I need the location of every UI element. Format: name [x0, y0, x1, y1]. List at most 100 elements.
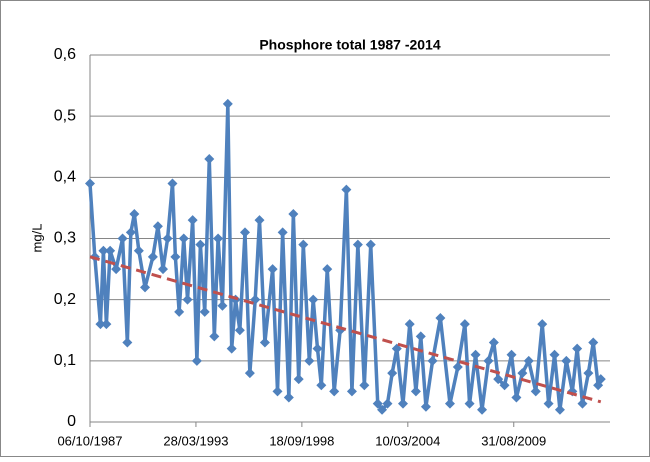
marker [561, 355, 572, 366]
x-tick-label: 10/03/2004 [375, 433, 440, 448]
marker [152, 221, 163, 232]
marker [308, 294, 319, 305]
y-tick-label: 0,2 [54, 291, 76, 308]
marker [387, 368, 398, 379]
marker [427, 355, 438, 366]
y-tick-label: 0,1 [54, 352, 76, 369]
marker [174, 306, 185, 317]
marker [464, 398, 475, 409]
marker [277, 227, 288, 238]
marker [178, 233, 189, 244]
marker [204, 153, 215, 164]
marker [170, 251, 181, 262]
x-tick-label: 06/10/1987 [57, 433, 122, 448]
marker [459, 319, 470, 330]
marker [259, 337, 270, 348]
marker [98, 245, 109, 256]
x-tick-label: 31/08/2009 [481, 433, 546, 448]
marker [372, 398, 383, 409]
y-tick-label: 0 [67, 413, 76, 430]
marker [244, 368, 255, 379]
marker [506, 349, 517, 360]
marker [499, 380, 510, 391]
marker [444, 398, 455, 409]
marker [191, 355, 202, 366]
marker [530, 386, 541, 397]
x-tick-label: 28/03/1993 [163, 433, 228, 448]
marker [122, 337, 133, 348]
marker [95, 319, 106, 330]
marker [322, 264, 333, 275]
marker [397, 398, 408, 409]
marker [213, 233, 224, 244]
marker [267, 264, 278, 275]
marker [85, 178, 95, 189]
y-tick-label: 0,6 [54, 46, 76, 63]
marker [554, 404, 565, 415]
marker [105, 245, 116, 256]
marker [140, 282, 151, 293]
marker [182, 294, 193, 305]
marker [352, 239, 363, 250]
marker [111, 264, 122, 275]
marker [537, 319, 548, 330]
marker [452, 361, 463, 372]
marker [543, 398, 554, 409]
marker [359, 380, 370, 391]
marker [583, 368, 594, 379]
chart-title: Phosphore total 1987 -2014 [259, 37, 441, 53]
marker [101, 319, 112, 330]
marker [511, 392, 522, 403]
marker [517, 368, 528, 379]
marker [199, 306, 210, 317]
trend-line [89, 255, 602, 404]
marker [129, 209, 140, 220]
marker [577, 398, 588, 409]
y-axis-label: mg/L [29, 224, 44, 253]
marker [254, 215, 265, 226]
marker [404, 319, 415, 330]
marker [595, 374, 606, 385]
marker [572, 343, 583, 354]
marker [493, 374, 504, 385]
marker [117, 233, 128, 244]
marker [217, 300, 228, 311]
marker [346, 386, 357, 397]
marker [420, 401, 431, 412]
marker [470, 349, 481, 360]
marker [226, 343, 237, 354]
marker [283, 392, 294, 403]
marker [209, 331, 220, 342]
marker [483, 355, 494, 366]
marker [239, 227, 250, 238]
marker [488, 337, 499, 348]
marker [195, 239, 206, 250]
marker [288, 209, 299, 220]
marker [167, 178, 178, 189]
marker [477, 404, 488, 415]
marker [435, 313, 446, 324]
marker [549, 349, 560, 360]
marker [222, 98, 233, 109]
marker [523, 355, 534, 366]
marker [234, 325, 245, 336]
marker [162, 233, 173, 244]
marker [410, 386, 421, 397]
marker [157, 264, 168, 275]
marker [298, 239, 309, 250]
marker [187, 215, 198, 226]
marker [365, 239, 376, 250]
marker [415, 331, 426, 342]
x-tick-label: 18/09/1998 [269, 433, 334, 448]
marker [316, 380, 327, 391]
y-tick-label: 0,3 [54, 230, 76, 247]
marker [133, 245, 144, 256]
marker [588, 337, 599, 348]
marker [293, 374, 304, 385]
marker [382, 398, 393, 409]
marker [272, 386, 283, 397]
marker [304, 355, 315, 366]
marker [147, 251, 158, 262]
